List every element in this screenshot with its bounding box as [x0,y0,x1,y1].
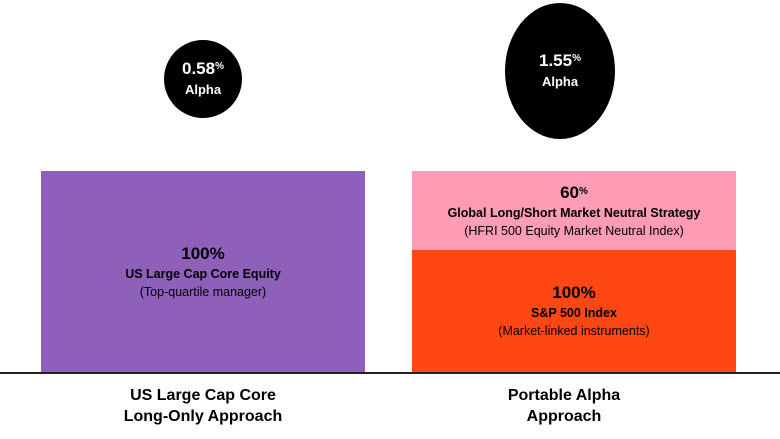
market-neutral-overlay-box: 60% Global Long/Short Market Neutral Str… [412,171,736,250]
allocation-sub: (Market-linked instruments) [498,324,650,338]
allocation-percent: 100% [181,243,225,263]
allocation-sub: (Top-quartile manager) [139,284,267,299]
caption-line: Long-Only Approach [123,408,283,425]
alpha-label: Alpha [184,82,222,97]
long-only-allocation-box: 100% US Large Cap Core Equity (Top-quart… [41,171,365,372]
allocation-percent: 100% [552,283,596,302]
caption-line: Portable Alpha [507,387,621,404]
alpha-value: 1.55% [539,51,581,70]
caption-line: Approach [526,408,602,425]
alpha-circle-portable: 1.55% Alpha [505,3,615,139]
alpha-label: Alpha [541,74,579,89]
caption-portable-alpha: Portable Alpha Approach [402,385,726,427]
baseline-divider [0,372,780,374]
alpha-value: 0.58% [182,59,224,78]
sp500-beta-box: 100% S&P 500 Index (Market-linked instru… [412,250,736,372]
allocation-name: US Large Cap Core Equity [125,266,281,281]
caption-long-only: US Large Cap Core Long-Only Approach [41,385,365,427]
caption-line: US Large Cap Core [130,387,276,404]
alpha-circle-long-only: 0.58% Alpha [164,40,242,118]
allocation-name: S&P 500 Index [531,306,617,320]
allocation-percent: 60% [560,182,588,202]
allocation-name: Global Long/Short Market Neutral Strateg… [447,205,701,220]
allocation-sub: (HFRI 500 Equity Market Neutral Index) [464,223,684,238]
